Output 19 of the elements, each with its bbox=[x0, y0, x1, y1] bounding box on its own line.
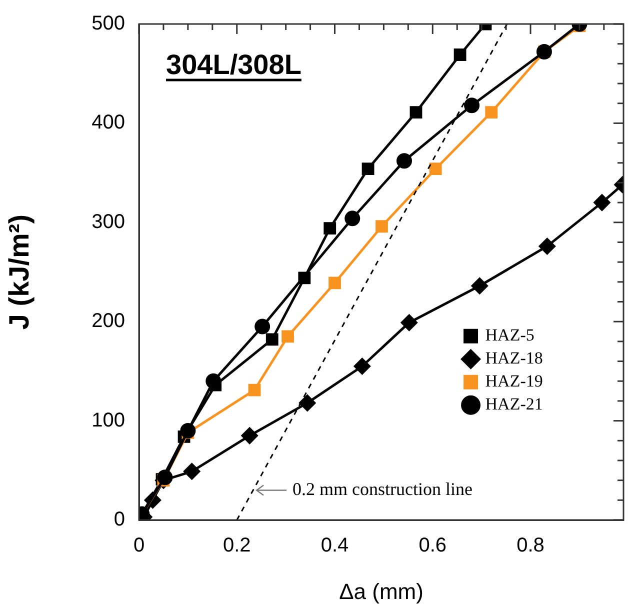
legend-label: HAZ-19 bbox=[485, 372, 543, 391]
y-axis-title: J (kJ/m²) bbox=[4, 214, 35, 330]
legend-label: HAZ-18 bbox=[485, 348, 543, 368]
text: 304L/308L bbox=[166, 49, 302, 80]
x-tick-label: 0.6 bbox=[418, 534, 447, 557]
x-tick-label: 0.8 bbox=[516, 534, 544, 557]
y-tick-label: 0 bbox=[114, 508, 125, 531]
legend-label: HAZ-21 bbox=[485, 394, 543, 414]
y-tick-label: 100 bbox=[92, 409, 125, 432]
x-axis-title: Δa (mm) bbox=[339, 578, 424, 604]
annotation: 0.2 mm construction line bbox=[292, 478, 473, 499]
legend-label: HAZ-5 bbox=[485, 326, 534, 345]
y-tick-label: 500 bbox=[92, 12, 125, 35]
y-tick-label: 200 bbox=[92, 310, 125, 332]
x-tick-label: 0.2 bbox=[222, 534, 251, 557]
x-tick-label: 0.4 bbox=[320, 534, 349, 557]
x-tick-label: 0 bbox=[133, 534, 145, 557]
y-tick-label: 400 bbox=[92, 112, 125, 134]
y-tick-label: 300 bbox=[92, 210, 125, 233]
